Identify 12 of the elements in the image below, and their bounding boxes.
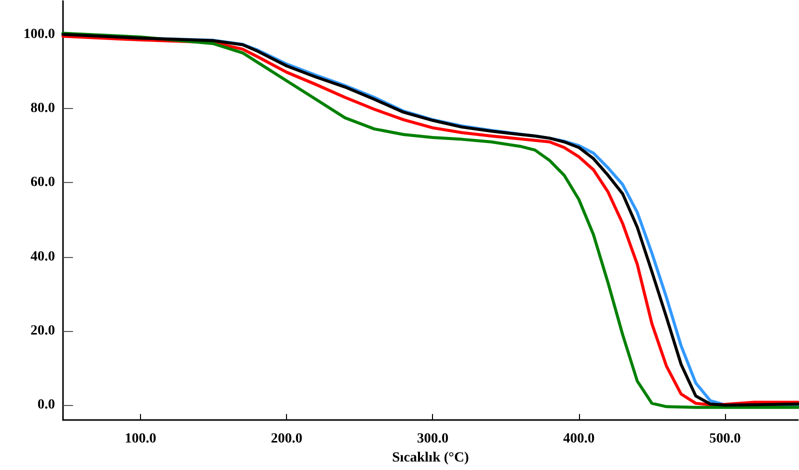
x-tick-label: 400.0 [563,432,595,446]
y-tick-label: 60.0 [30,175,55,190]
y-tick-label: 0.0 [38,398,55,413]
x-axis-title: Sıcaklık (°C) [392,450,470,466]
y-tick-label: 40.0 [30,249,55,264]
x-tick-label: 500.0 [709,432,741,446]
x-tick-label: 200.0 [270,432,302,446]
y-tick-label: 80.0 [30,101,55,116]
y-tick-label: 100.0 [24,26,55,42]
x-tick-label: 300.0 [416,432,448,446]
y-tick-label: 20.0 [30,324,55,339]
x-tick-label: 100.0 [124,432,156,446]
